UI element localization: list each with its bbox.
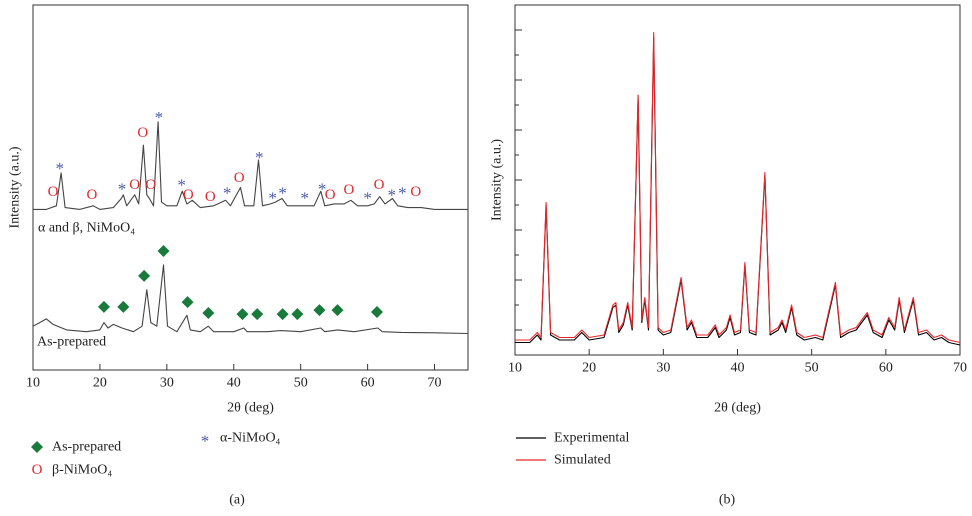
legend-label: As-prepared bbox=[52, 440, 121, 455]
legend-symbol: * bbox=[201, 432, 210, 451]
phase-marker bbox=[331, 304, 344, 317]
phase-marker: O bbox=[129, 177, 140, 193]
phase-marker: * bbox=[363, 188, 372, 207]
x-tick-label: 60 bbox=[879, 361, 893, 376]
phase-marker bbox=[291, 308, 304, 321]
plot-frame bbox=[32, 4, 469, 371]
x-axis-label: 2θ (deg) bbox=[227, 401, 274, 416]
x-tick-label: 30 bbox=[656, 361, 670, 376]
x-tick-label: 20 bbox=[582, 361, 596, 376]
phase-marker: O bbox=[374, 177, 385, 193]
trace-label: α and β, NiMoO₄ bbox=[38, 221, 135, 236]
phase-marker: O bbox=[86, 187, 97, 203]
data-line bbox=[33, 121, 468, 210]
legend-label: Experimental bbox=[554, 431, 630, 446]
data-line bbox=[515, 31, 961, 344]
phase-marker: O bbox=[145, 177, 156, 193]
y-axis-label: Intensity (a.u.) bbox=[8, 146, 23, 228]
plot-frame bbox=[514, 4, 961, 356]
phase-marker bbox=[97, 300, 110, 313]
phase-marker: * bbox=[118, 180, 127, 199]
phase-marker: * bbox=[177, 176, 186, 195]
phase-marker: O bbox=[343, 182, 354, 198]
x-tick-label: 20 bbox=[93, 376, 107, 391]
x-tick-label: 50 bbox=[805, 361, 819, 376]
phase-marker: * bbox=[56, 159, 65, 178]
data-line bbox=[32, 264, 469, 335]
phase-marker bbox=[181, 296, 194, 309]
phase-marker: * bbox=[268, 188, 277, 207]
phase-marker bbox=[236, 308, 249, 321]
phase-marker: O bbox=[205, 189, 216, 205]
phase-marker bbox=[117, 300, 130, 313]
phase-marker: * bbox=[318, 180, 327, 199]
x-tick-label: 70 bbox=[428, 376, 442, 391]
phase-marker: * bbox=[155, 108, 164, 127]
phase-marker: * bbox=[398, 184, 407, 203]
phase-marker: O bbox=[325, 187, 336, 203]
phase-marker: O bbox=[234, 170, 245, 186]
phase-marker bbox=[138, 269, 151, 282]
x-tick-label: 40 bbox=[731, 361, 745, 376]
phase-marker bbox=[370, 305, 383, 318]
y-axis-label: Intensity (a.u.) bbox=[490, 139, 505, 221]
x-tick-label: 50 bbox=[294, 376, 308, 391]
panel-caption: (b) bbox=[719, 493, 736, 508]
x-tick-label: 10 bbox=[26, 376, 40, 391]
legend-label: Simulated bbox=[554, 453, 611, 468]
phase-marker: * bbox=[300, 188, 309, 207]
phase-marker bbox=[251, 308, 264, 321]
phase-marker: O bbox=[183, 187, 194, 203]
phase-marker bbox=[157, 245, 170, 258]
data-line bbox=[515, 36, 961, 346]
phase-marker bbox=[313, 304, 326, 317]
phase-marker: O bbox=[410, 184, 421, 200]
legend-label: α-NiMoO₄ bbox=[220, 431, 281, 446]
legend-symbol: O bbox=[32, 462, 43, 478]
legend-symbol bbox=[31, 441, 43, 453]
phase-marker bbox=[202, 307, 215, 320]
panel-caption: (a) bbox=[229, 493, 245, 508]
x-axis-label: 2θ (deg) bbox=[714, 401, 761, 416]
x-tick-label: 10 bbox=[508, 361, 522, 376]
phase-marker: * bbox=[223, 184, 232, 203]
phase-marker: O bbox=[48, 184, 59, 200]
x-tick-label: 40 bbox=[227, 376, 241, 391]
legend-label: β-NiMoO₄ bbox=[52, 463, 112, 478]
phase-marker: * bbox=[387, 185, 396, 204]
phase-marker: O bbox=[137, 125, 148, 141]
trace-label: As-prepared bbox=[37, 335, 106, 350]
phase-marker: * bbox=[255, 148, 264, 167]
phase-marker: * bbox=[278, 184, 287, 203]
x-tick-label: 70 bbox=[953, 361, 967, 376]
phase-marker bbox=[276, 308, 289, 321]
x-tick-label: 30 bbox=[160, 376, 174, 391]
x-tick-label: 60 bbox=[361, 376, 375, 391]
